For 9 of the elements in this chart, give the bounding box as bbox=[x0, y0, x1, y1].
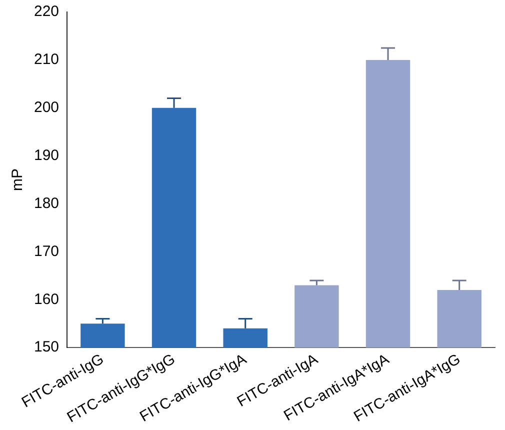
y-axis-title: mP bbox=[9, 168, 26, 192]
y-tick-label: 200 bbox=[34, 99, 60, 116]
y-tick-label: 220 bbox=[34, 3, 60, 20]
y-tick-label: 160 bbox=[34, 290, 60, 308]
y-tick-label: 150 bbox=[34, 338, 60, 356]
y-tick-label: 180 bbox=[34, 194, 60, 212]
y-tick-label: 190 bbox=[34, 146, 60, 164]
y-tick-label: 210 bbox=[34, 51, 60, 68]
y-tick-label: 170 bbox=[34, 242, 60, 260]
